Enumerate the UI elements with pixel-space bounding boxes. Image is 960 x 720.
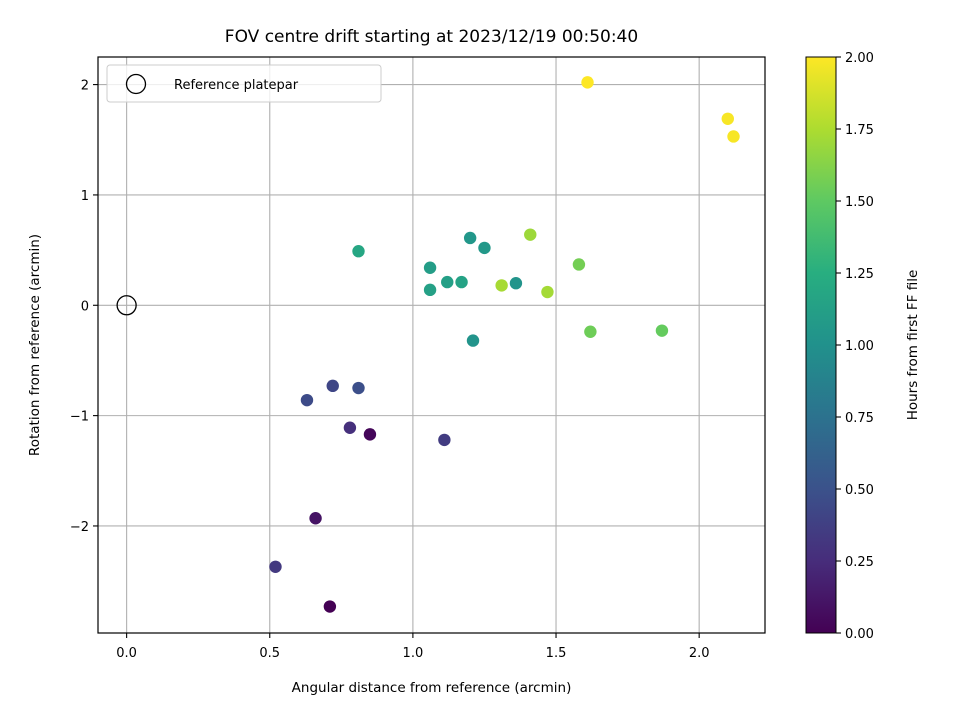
y-tick-label: −2 [70, 520, 89, 535]
data-point [441, 275, 454, 289]
data-point [655, 324, 669, 337]
data-point [584, 325, 597, 338]
colorbar-tick-label: 0.00 [845, 627, 874, 642]
legend-marker [125, 73, 147, 95]
colorbar-ticks: 0.00 0.25 0.50 0.75 1.00 1.25 1.50 1.75 2.00 [836, 51, 874, 642]
colorbar: 0.00 0.25 0.50 0.75 1.00 1.25 1.50 1.75 2.00 Hou… [805, 51, 921, 642]
legend: Reference platepar [106, 64, 382, 103]
legend-label: Reference platepar [174, 78, 299, 93]
colorbar-bar [805, 56, 837, 634]
colorbar-tick-label: 0.50 [845, 483, 874, 498]
y-tick-label: 2 [81, 79, 89, 94]
colorbar-tick-label: 0.75 [845, 411, 874, 426]
colorbar-tick-label: 0.25 [845, 555, 874, 570]
data-point [721, 112, 734, 125]
data-point [727, 130, 740, 143]
data-points [116, 76, 740, 613]
data-point [343, 421, 357, 434]
x-tick-label: 2.0 [689, 646, 710, 661]
data-point [495, 279, 508, 292]
y-axis-label: Rotation from reference (arcmin) [27, 234, 43, 456]
colorbar-tick-label: 1.00 [845, 339, 874, 354]
data-point [423, 283, 437, 297]
data-point [509, 277, 523, 290]
data-point [438, 433, 451, 447]
data-point [326, 379, 339, 393]
data-point [581, 76, 594, 89]
data-point [572, 258, 586, 271]
colorbar-tick-label: 2.00 [845, 51, 874, 66]
data-point [323, 600, 337, 613]
colorbar-tick-label: 1.25 [845, 267, 874, 282]
colorbar-tick-label: 1.75 [845, 123, 874, 138]
data-point [300, 393, 314, 407]
legend-box [106, 64, 382, 103]
x-tick-label: 0.5 [259, 646, 280, 661]
plot-frame [97, 56, 766, 634]
y-tick-label: −1 [70, 410, 89, 425]
data-point [363, 428, 377, 441]
y-tick-label: 0 [81, 299, 89, 314]
y-axis-ticks: −2 −1 0 1 2 [70, 79, 98, 535]
data-point [466, 334, 480, 347]
data-point [309, 512, 322, 525]
data-point [352, 245, 365, 258]
grid-lines [98, 57, 765, 633]
data-point [463, 231, 477, 245]
chart-title: FOV centre drift starting at 2023/12/19 … [225, 27, 638, 47]
colorbar-tick-label: 1.50 [845, 195, 874, 210]
data-point [478, 241, 491, 255]
colorbar-label: Hours from first FF file [905, 270, 921, 421]
data-point [524, 228, 537, 241]
data-point [423, 261, 437, 274]
data-point [269, 560, 282, 573]
x-tick-label: 0.0 [116, 646, 137, 661]
y-tick-label: 1 [81, 189, 89, 204]
reference-platepar-marker [116, 295, 137, 316]
data-point [352, 381, 365, 395]
x-tick-label: 1.0 [403, 646, 424, 661]
data-point [455, 275, 468, 289]
x-axis-label: Angular distance from reference (arcmin) [292, 680, 572, 696]
x-tick-label: 1.5 [546, 646, 567, 661]
data-point [541, 285, 554, 299]
x-axis-ticks: 0.0 0.5 1.0 1.5 2.0 [116, 633, 710, 661]
